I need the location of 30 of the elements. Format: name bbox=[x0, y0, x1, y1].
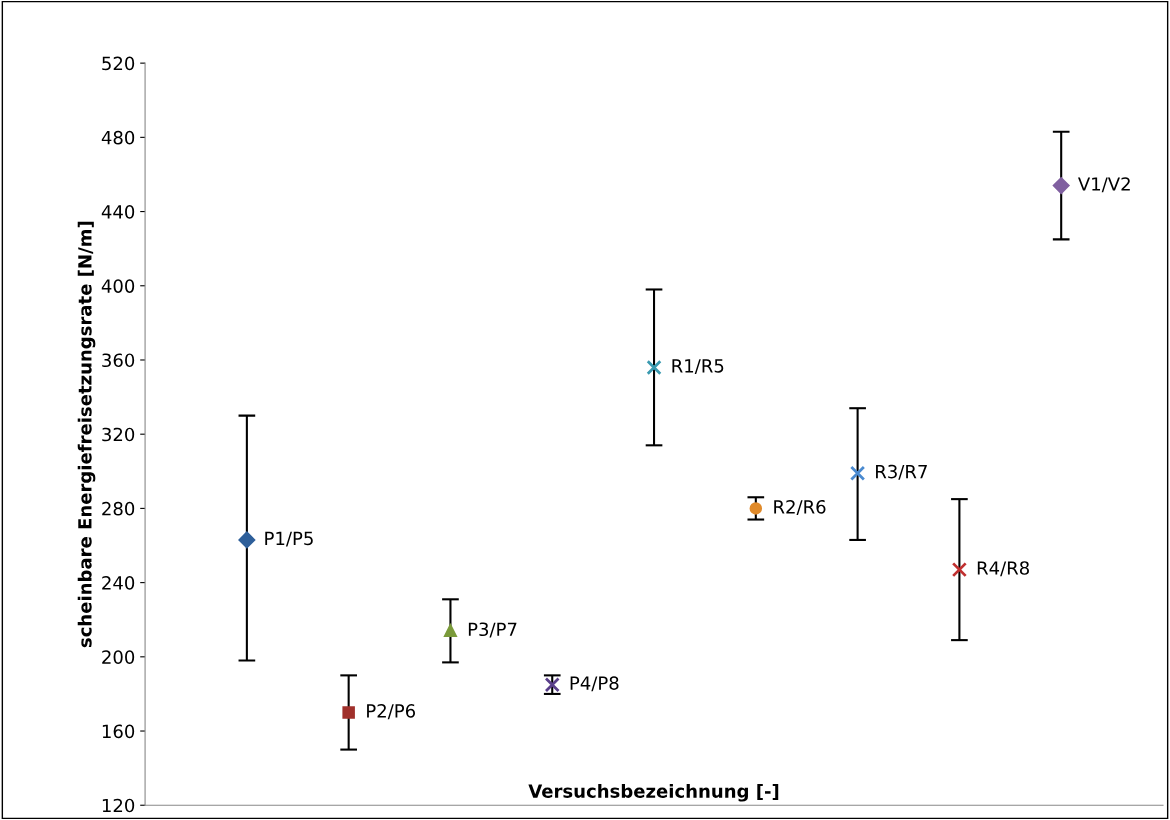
point bbox=[749, 502, 763, 515]
point bbox=[238, 531, 256, 549]
y-tick-label: 200 bbox=[102, 650, 135, 664]
y-tick-label: 440 bbox=[101, 205, 135, 219]
y-tick-label: 360 bbox=[102, 353, 135, 368]
series-label: P3/P7 bbox=[468, 622, 517, 638]
point bbox=[1052, 177, 1070, 194]
series-label: P2/P6 bbox=[367, 704, 416, 720]
y-tick-label: 320 bbox=[102, 427, 135, 442]
y-tick-label: 480 bbox=[101, 130, 135, 145]
point bbox=[849, 465, 866, 481]
y-axis-title: scheinbare Energiefreisetzungsrate [N/m] bbox=[77, 221, 96, 648]
y-tick-label: 120 bbox=[102, 798, 135, 813]
x-axis-title: Versuchsbezeichnung [-] bbox=[528, 783, 779, 802]
series-label: R2/R6 bbox=[774, 499, 826, 516]
series-label: R3/R7 bbox=[876, 464, 927, 480]
point bbox=[951, 561, 968, 578]
y-tick-label: 280 bbox=[102, 501, 135, 516]
series-label: R1/R5 bbox=[672, 359, 724, 375]
series-label: V1/V2 bbox=[1078, 177, 1130, 193]
point bbox=[646, 359, 662, 376]
series-label: P4/P8 bbox=[570, 676, 619, 692]
series-label: R4/R8 bbox=[977, 561, 1029, 577]
y-tick-label: 520 bbox=[102, 56, 135, 71]
point bbox=[444, 624, 457, 638]
y-tick-label: 160 bbox=[102, 724, 135, 739]
series-label: P1/P5 bbox=[265, 531, 313, 547]
y-tick-label: 240 bbox=[102, 576, 135, 590]
point bbox=[342, 706, 355, 719]
y-tick-label: 400 bbox=[101, 279, 135, 293]
